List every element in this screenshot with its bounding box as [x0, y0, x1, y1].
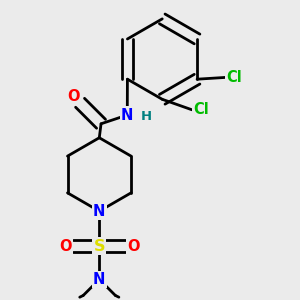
Text: N: N — [121, 107, 134, 122]
Text: H: H — [141, 110, 152, 123]
Text: N: N — [93, 204, 106, 219]
Text: S: S — [94, 239, 105, 254]
Text: N: N — [93, 272, 106, 287]
Text: O: O — [68, 89, 80, 104]
Text: O: O — [59, 239, 72, 254]
Text: Cl: Cl — [226, 70, 242, 85]
Text: Cl: Cl — [193, 102, 208, 117]
Text: O: O — [127, 239, 140, 254]
